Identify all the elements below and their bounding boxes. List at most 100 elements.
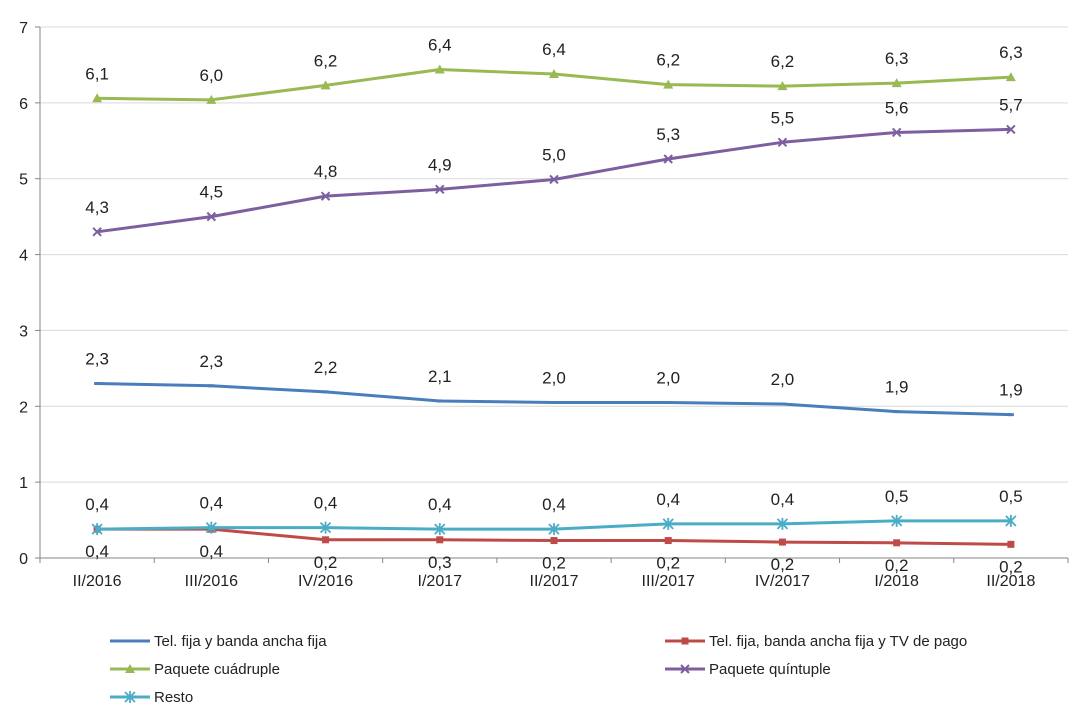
- data-label: 5,6: [885, 98, 909, 117]
- data-label: 0,5: [885, 487, 909, 506]
- grid-layer: [40, 26, 1068, 483]
- x-tick-label: I/2017: [418, 573, 463, 590]
- x-tick-label: III/2017: [642, 573, 695, 590]
- data-point: [891, 78, 902, 88]
- data-label: 2,1: [428, 367, 452, 386]
- data-point: [663, 79, 674, 89]
- legend-label: Paquete cuádruple: [154, 661, 280, 678]
- data-label: 0,4: [85, 542, 109, 561]
- data-point: [549, 174, 559, 185]
- data-label: 5,5: [771, 108, 795, 127]
- y-tick-label: 6: [19, 96, 28, 113]
- data-point: [206, 94, 217, 104]
- data-label: 0,4: [314, 494, 338, 513]
- data-label: 1,9: [885, 378, 909, 397]
- data-label: 4,3: [85, 198, 109, 217]
- data-point: [320, 80, 331, 90]
- y-tick-label: 2: [19, 399, 28, 416]
- y-tick-label: 0: [19, 551, 28, 568]
- x-tick-label: I/2018: [874, 573, 919, 590]
- data-point: [434, 64, 445, 74]
- data-label: 6,4: [542, 40, 566, 59]
- y-tick-label: 1: [19, 475, 28, 492]
- data-point: [92, 93, 103, 103]
- data-point: [776, 517, 789, 530]
- data-label: 6,2: [656, 51, 680, 70]
- y-tick-label: 7: [19, 20, 28, 37]
- y-tick-label: 4: [19, 248, 28, 265]
- data-point: [1005, 72, 1016, 82]
- data-label: 0,5: [999, 487, 1023, 506]
- x-tick-label: IV/2017: [755, 573, 810, 590]
- data-label: 5,0: [542, 145, 566, 164]
- data-point: [205, 521, 217, 534]
- x-tick-label: II/2016: [73, 573, 122, 590]
- legend-label: Resto: [154, 689, 193, 706]
- data-point: [434, 523, 446, 536]
- data-point: [777, 81, 788, 91]
- legend-label: Tel. fija y banda ancha fija: [154, 633, 327, 650]
- data-label-layer: 2,3 2,3 2,2 2,1 2,0 2,0 2,0 1,9 1,9 0,4 0,4 0,2 0,3 0…: [85, 35, 1022, 576]
- legend-swatch-marker: [125, 664, 135, 673]
- legend-swatch-marker: [680, 664, 690, 674]
- data-point: [891, 127, 902, 138]
- data-label: 0,2: [656, 554, 680, 573]
- data-label: 0,2: [885, 556, 909, 575]
- data-label: 2,2: [314, 358, 338, 377]
- data-point: [664, 537, 672, 545]
- data-point: [549, 69, 559, 79]
- data-label: 2,3: [200, 352, 224, 371]
- legend: Tel. fija y banda ancha fija Tel. fija, b…: [110, 633, 967, 706]
- data-label: 2,3: [85, 350, 109, 369]
- x-tick-label: II/2017: [530, 573, 579, 590]
- data-point: [320, 191, 331, 201]
- data-label: 2,0: [771, 370, 795, 389]
- data-point: [1005, 514, 1017, 527]
- x-tick-label: IV/2016: [298, 573, 353, 590]
- data-label: 6,3: [999, 43, 1023, 62]
- data-label: 5,3: [656, 125, 680, 144]
- data-point: [891, 514, 903, 527]
- data-point: [663, 154, 673, 164]
- data-label: 2,0: [542, 368, 566, 387]
- data-label: 0,2: [314, 553, 338, 572]
- legend-label: Tel. fija, banda ancha fija y TV de pago: [709, 633, 967, 650]
- data-label: 0,4: [428, 495, 452, 514]
- legend-label: Paquete quíntuple: [709, 661, 831, 678]
- data-label: 0,4: [200, 494, 224, 513]
- data-point: [319, 521, 332, 534]
- data-label: 5,7: [999, 95, 1023, 114]
- data-label: 0,2: [999, 557, 1023, 576]
- data-point: [322, 536, 330, 544]
- legend-swatch-marker: [124, 691, 136, 703]
- data-label: 6,3: [885, 49, 909, 68]
- data-point: [91, 523, 103, 536]
- data-point: [92, 227, 102, 237]
- data-label: 0,4: [200, 542, 224, 561]
- data-label: 6,4: [428, 35, 452, 54]
- data-label: 0,4: [542, 495, 566, 514]
- data-label: 4,5: [200, 183, 224, 202]
- data-point: [1006, 124, 1016, 135]
- data-point: [1007, 540, 1015, 548]
- data-label: 0,2: [542, 554, 566, 573]
- data-label: 0,2: [771, 555, 795, 574]
- data-label: 2,0: [656, 368, 680, 387]
- data-label: 6,0: [200, 66, 224, 85]
- data-label: 0,4: [771, 490, 795, 509]
- x-tick-label: III/2016: [185, 573, 238, 590]
- data-point: [893, 539, 901, 547]
- data-label: 0,4: [85, 495, 109, 514]
- data-point: [778, 538, 786, 546]
- legend-swatch-marker: [681, 637, 689, 645]
- data-point: [550, 537, 558, 545]
- data-point: [436, 536, 444, 544]
- axis-layer: 0 1 2 3 4 5 6 7 II/2016 III/2016 IV/2016 I/2017 II/2…: [19, 20, 1069, 590]
- data-point: [548, 523, 560, 536]
- data-label: 6,1: [85, 64, 109, 83]
- data-label: 1,9: [999, 381, 1023, 400]
- data-label: 6,2: [771, 52, 795, 71]
- data-label: 4,8: [314, 162, 338, 181]
- data-label: 0,3: [428, 553, 452, 572]
